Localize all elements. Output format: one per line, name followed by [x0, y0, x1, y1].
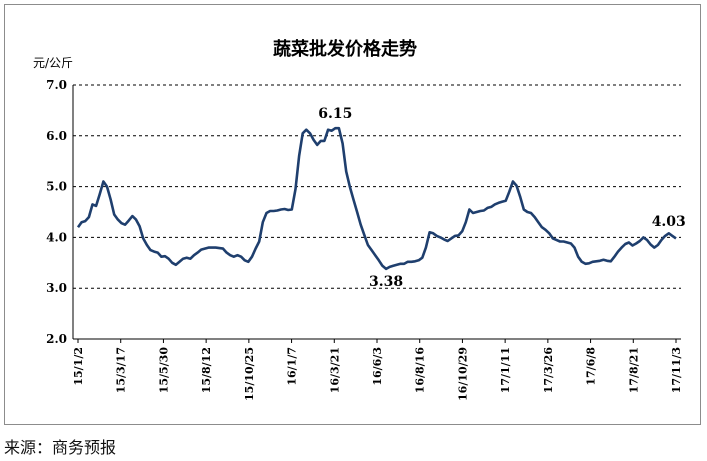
- x-tick-label: 17/8/21: [627, 347, 640, 393]
- x-tick-label: 17/11/3: [670, 347, 683, 393]
- chart-frame: 蔬菜批发价格走势 元/公斤 2.0 3.0 4.0 5.0 6.0 7.0 15/1/2 1…: [4, 4, 701, 425]
- x-tick-label: 16/8/16: [414, 347, 427, 394]
- line-chart: 蔬菜批发价格走势 元/公斤 2.03.04.05.06.07.0 15/1/2 1…: [33, 38, 686, 401]
- x-tick-label: 15/10/25: [243, 347, 256, 401]
- price-series-line: [76, 126, 677, 271]
- y-tick-label: 5.0: [46, 180, 67, 194]
- series-line-group: [76, 126, 677, 271]
- y-tick-labels: 2.0 3.0 4.0 5.0 6.0 7.0: [46, 78, 67, 346]
- grid-lines: [72, 84, 681, 340]
- x-tick-label: 15/5/30: [157, 347, 170, 394]
- x-tick-label: 15/3/17: [115, 347, 128, 393]
- chart-title: 蔬菜批发价格走势: [273, 38, 417, 60]
- source-note: 来源：商务预报: [4, 438, 117, 457]
- y-axis-unit-label: 元/公斤: [33, 56, 73, 70]
- x-tick-label: 17/3/26: [542, 347, 555, 394]
- y-tick-label: 7.0: [46, 78, 67, 92]
- data-labels: 6.15 3.38 4.03: [318, 106, 686, 290]
- y-tick-label: 4.0: [46, 230, 67, 244]
- x-tick-labels: 15/1/2 15/3/17 15/5/30 15/8/12 15/10/25 16/1/…: [72, 339, 683, 401]
- x-tick-label: 15/8/12: [200, 347, 213, 393]
- x-tick-label: 17/6/8: [585, 347, 598, 386]
- x-tick-label: 16/10/29: [456, 347, 469, 401]
- x-tick-label: 16/3/21: [328, 347, 341, 393]
- data-label: 6.15: [318, 106, 352, 122]
- x-tick-label: 15/1/2: [72, 347, 85, 386]
- data-label: 4.03: [652, 214, 686, 230]
- y-tick-label: 2.0: [46, 332, 67, 346]
- x-tick-label: 16/1/7: [286, 347, 299, 386]
- x-tick-label: 16/6/3: [371, 347, 384, 386]
- x-tick-label: 17/1/11: [499, 347, 512, 393]
- y-tick-label: 3.0: [46, 281, 67, 295]
- y-tick-label: 6.0: [46, 129, 67, 143]
- data-label: 3.38: [369, 274, 403, 290]
